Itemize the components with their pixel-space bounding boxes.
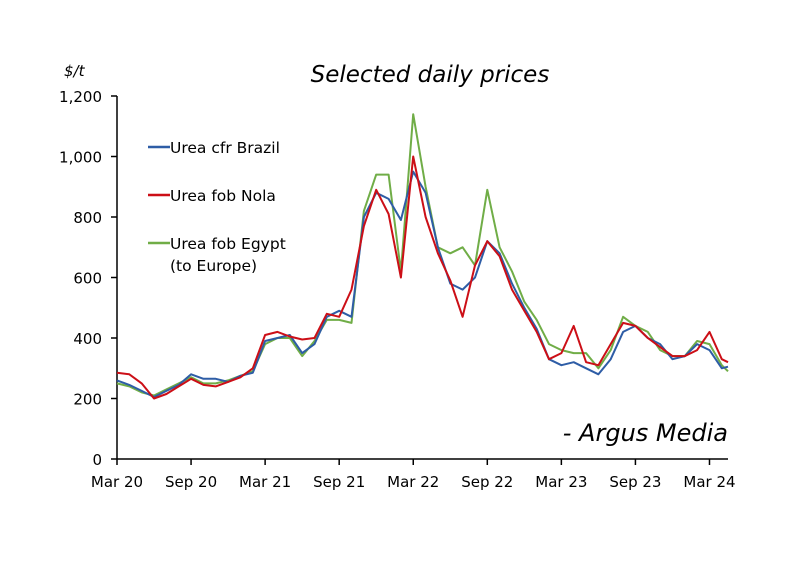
y-tick-label: 400 bbox=[73, 330, 102, 348]
y-tick-label: 600 bbox=[73, 270, 102, 288]
legend-label-nola: Urea fob Nola bbox=[170, 187, 276, 205]
chart-title: Selected daily prices bbox=[311, 62, 550, 88]
x-tick-label: Sep 20 bbox=[165, 473, 217, 491]
x-tick-label: Sep 21 bbox=[313, 473, 365, 491]
legend-label-brazil: Urea cfr Brazil bbox=[170, 139, 280, 157]
x-tick-label: Sep 22 bbox=[461, 473, 513, 491]
x-tick-label: Mar 22 bbox=[387, 473, 439, 491]
y-tick-label: 1,200 bbox=[59, 88, 102, 106]
y-tick-label: 1,000 bbox=[59, 149, 102, 167]
y-axis-unit: $/t bbox=[64, 62, 86, 80]
x-tick-label: Mar 21 bbox=[239, 473, 291, 491]
legend-label-egypt-line2: (to Europe) bbox=[170, 257, 257, 275]
x-tick-label: Mar 23 bbox=[535, 473, 587, 491]
y-tick-label: 800 bbox=[73, 209, 102, 227]
y-tick-label: 200 bbox=[73, 391, 102, 409]
x-tick-label: Mar 24 bbox=[683, 473, 735, 491]
legend: Urea cfr Brazil Urea fob Nola Urea fob E… bbox=[148, 139, 286, 275]
legend-label-egypt: Urea fob Egypt bbox=[170, 235, 286, 253]
source-annotation: - Argus Media bbox=[563, 419, 728, 447]
x-tick-label: Mar 20 bbox=[91, 473, 143, 491]
y-tick-label: 0 bbox=[92, 451, 102, 469]
x-tick-label: Sep 23 bbox=[609, 473, 661, 491]
